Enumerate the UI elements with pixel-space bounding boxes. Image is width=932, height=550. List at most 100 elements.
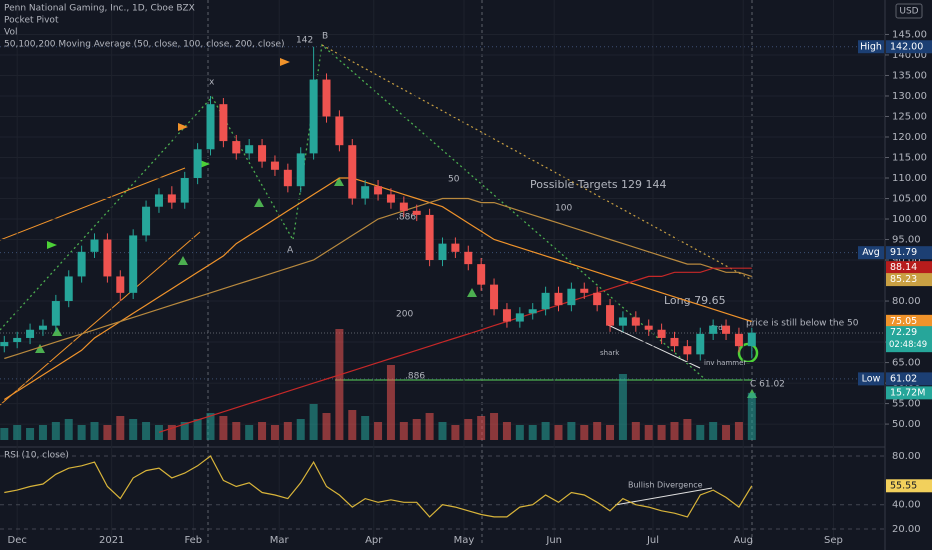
pocket-pivot-arrows — [178, 58, 290, 131]
candle-body — [322, 79, 331, 117]
annotation: shark — [600, 349, 620, 357]
volume-bar — [477, 416, 486, 440]
x-tick-label: Jun — [545, 535, 562, 546]
moving-average — [158, 267, 752, 433]
candle-body — [618, 317, 627, 326]
volume-bar — [142, 422, 151, 440]
rsi-tag — [886, 479, 932, 493]
candle-body — [593, 292, 602, 306]
volume-tag — [886, 386, 932, 400]
volume-bar — [490, 413, 499, 440]
y-tick-label: 40.00 — [892, 500, 921, 511]
y-tick-label: 140.00 — [892, 50, 927, 61]
candle-body — [26, 329, 35, 338]
volume-bar — [180, 422, 189, 440]
price-tag — [886, 326, 932, 353]
price-tag-name: Low — [862, 373, 881, 384]
volume-bar — [335, 329, 344, 440]
candle-body — [722, 325, 731, 334]
y-tick-label: 80.00 — [892, 451, 921, 462]
price-tag-label: 88.14 — [890, 262, 917, 273]
volume-bar — [528, 425, 537, 440]
y-tick-label: 80.00 — [892, 296, 921, 307]
candle-body — [528, 309, 537, 314]
candle-body — [77, 251, 86, 277]
volume-bar — [567, 422, 576, 440]
candle-body — [219, 104, 228, 142]
candle-body — [245, 145, 254, 154]
x-tick-label: 2021 — [99, 535, 124, 546]
candle-body — [567, 288, 576, 306]
candle-body — [747, 332, 756, 347]
volume-bar — [309, 404, 318, 440]
volume-bar — [451, 425, 460, 440]
x-tick-label: Dec — [8, 535, 27, 546]
volume-tag-label: 15.72M — [890, 387, 925, 398]
y-tick-label: 135.00 — [892, 70, 927, 81]
volume-bar — [412, 419, 421, 440]
y-tick-label: 105.00 — [892, 194, 927, 205]
candle-body — [477, 264, 486, 285]
volume-bar — [515, 425, 524, 440]
volume-bar — [51, 422, 60, 440]
annotation: inv hammer — [704, 359, 746, 367]
volume-bar — [296, 419, 305, 440]
volume-bar — [361, 416, 370, 440]
price-tag-name: Avg — [862, 247, 880, 258]
candle-body — [631, 317, 640, 326]
price-tag-label: 61.02 — [890, 373, 917, 384]
price-tag-label: 75.05 — [890, 316, 917, 327]
annotation: .886 — [396, 213, 416, 223]
annotation: 200 — [396, 310, 413, 320]
candle-body — [490, 284, 499, 310]
candle-body — [309, 79, 318, 154]
candle-body — [0, 342, 9, 347]
y-tick-label: 95.00 — [892, 235, 921, 246]
candle-body — [734, 333, 743, 347]
volume-bar — [206, 413, 215, 440]
price-tag — [886, 314, 932, 328]
candle-body — [515, 313, 524, 322]
price-tag-name-box — [858, 40, 884, 54]
volume-bar — [593, 422, 602, 440]
candle-body — [696, 333, 705, 355]
volume-bar — [13, 425, 22, 440]
candle-body — [90, 239, 99, 252]
candle-body — [464, 251, 473, 265]
price-tag-label: 91.79 — [890, 247, 917, 258]
y-tick-label: 115.00 — [892, 152, 927, 163]
currency-box — [895, 3, 923, 19]
annotation: 50 — [448, 175, 460, 185]
candle-body — [541, 292, 550, 310]
price-tag-label: 72.29 — [890, 327, 917, 338]
green-arrows — [47, 160, 210, 249]
volume-bar — [438, 422, 447, 440]
candle-body — [129, 235, 138, 293]
legend-line: 50,100,200 Moving Average (50, close, 10… — [4, 40, 285, 50]
volume-bar — [103, 425, 112, 440]
candle-body — [374, 186, 383, 195]
volume-bar — [631, 422, 640, 440]
candle-body — [38, 325, 47, 330]
volume-bar — [541, 422, 550, 440]
volume-bar — [696, 425, 705, 440]
y-tick-label: 90.00 — [892, 255, 921, 266]
annotation: Bullish Divergence — [628, 481, 703, 490]
volume-bar — [38, 425, 47, 440]
candle-body — [657, 329, 666, 338]
volume-bar — [399, 422, 408, 440]
y-tick-label: 145.00 — [892, 29, 927, 40]
candle-body — [412, 210, 421, 215]
x-tick-label: Mar — [270, 535, 290, 546]
volume-bar — [502, 422, 511, 440]
y-tick-label: 50.00 — [892, 419, 921, 430]
volume-bar — [129, 419, 138, 440]
price-tag-label: 142.00 — [890, 41, 923, 52]
volume-bar — [270, 425, 279, 440]
volume-bar — [722, 425, 731, 440]
candle-body — [193, 149, 202, 178]
candle-body — [154, 194, 163, 207]
volume-bar — [0, 428, 9, 440]
annotation: 100 — [555, 204, 572, 214]
candle-body — [180, 178, 189, 203]
